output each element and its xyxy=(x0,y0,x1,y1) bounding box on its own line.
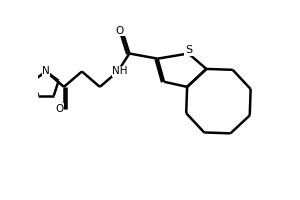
Text: O: O xyxy=(55,104,63,114)
Text: O: O xyxy=(116,26,124,36)
Text: NH: NH xyxy=(112,66,128,76)
Text: N: N xyxy=(42,66,50,76)
Text: S: S xyxy=(185,45,192,55)
